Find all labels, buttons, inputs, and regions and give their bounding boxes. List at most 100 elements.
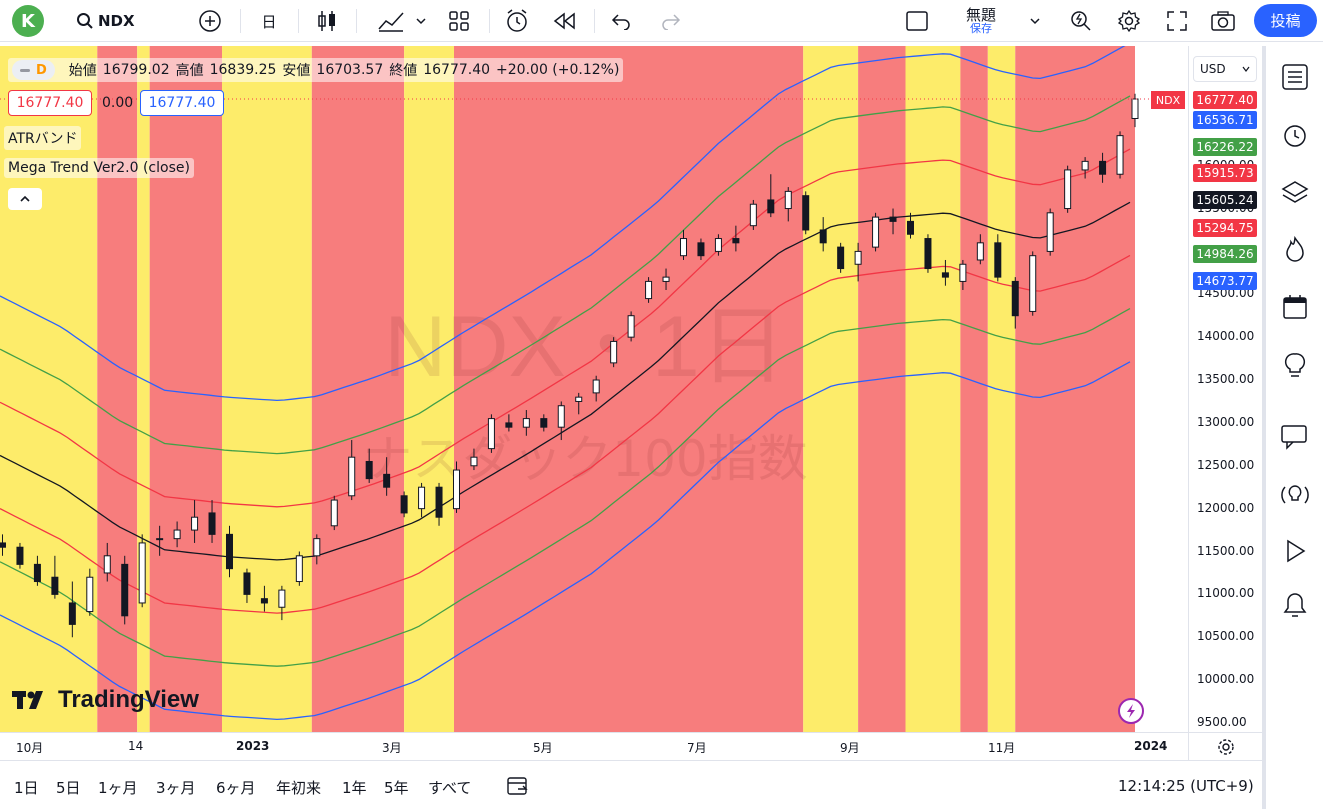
undo-button[interactable] [606,0,636,42]
watermark-symbol: NDX・1日 [384,299,785,395]
compare-button[interactable] [195,0,225,42]
alerts-button[interactable] [1278,118,1312,152]
chats-button[interactable] [1278,420,1312,454]
chart-pane[interactable]: NDX・1日 ナスダック100指数 D 始値 16799.02 高値 16839.2… [0,46,1188,732]
symbol-search-button[interactable]: NDX [76,0,138,42]
ticker-tag: NDX [1151,91,1185,109]
replay-button[interactable] [550,0,580,42]
watchlist-button[interactable] [1278,60,1312,94]
price-label: 14673.77 [1193,272,1257,290]
candle [470,448,478,471]
price-chart[interactable]: NDX・1日 ナスダック100指数 [0,46,1188,732]
range-button[interactable]: すべて [428,779,472,797]
price-tick: 12000.00 [1197,500,1255,515]
fire-icon [1286,235,1304,262]
candle [645,277,653,303]
user-avatar[interactable]: K [12,5,44,37]
candle [714,234,722,256]
range-button[interactable]: 1ヶ月 [98,779,138,797]
symbol-badge[interactable]: D [12,60,55,80]
object-tree-button[interactable] [1278,176,1312,210]
candle [1064,165,1072,213]
hotlists-button[interactable] [1278,232,1312,266]
range-button[interactable]: 年初来 [276,779,322,797]
time-axis[interactable]: 10月 14 2023 3月 5月 7月 9月 11月 2024 [0,732,1188,760]
snapshot-button[interactable] [1208,0,1238,42]
price-label: 16777.40 [1193,91,1257,109]
play-icon [1287,539,1306,563]
candle [121,555,129,625]
chart-type-button[interactable] [312,0,342,42]
chevron-down-icon [1242,66,1250,72]
candle [854,242,862,282]
indicator-atr-label[interactable]: ATRバンド [4,126,82,150]
range-button[interactable]: 1年 [342,779,367,797]
candle [679,229,687,260]
candle [1116,131,1124,179]
trend-zone-yellow [137,46,150,732]
price-tick: 10500.00 [1197,629,1255,644]
axis-settings-button[interactable] [1188,732,1262,760]
range-button[interactable]: 5日 [56,779,81,797]
chat-icon [1281,425,1307,450]
alert-button[interactable] [502,0,532,42]
tv-logo-text: TradingView [58,686,199,713]
multi-chart-button[interactable] [902,0,932,42]
layout-name-button[interactable]: 無題 保存 [950,0,1012,42]
range-button[interactable]: 6ヶ月 [216,779,256,797]
clock-display[interactable]: 12:14:25 (UTC+9) [1118,777,1254,795]
collapse-legend-button[interactable] [8,188,42,210]
ideas-button[interactable] [1278,348,1312,382]
range-button[interactable]: 1日 [14,779,39,797]
indicators-button[interactable] [372,0,432,42]
candle [994,234,1002,282]
low-value: 16703.57 [316,62,384,78]
calendar-button[interactable] [1278,290,1312,324]
time-tick: 10月 [16,741,44,755]
chevron-up-icon [20,195,30,202]
candle [418,482,426,518]
notifications-button[interactable] [1278,588,1312,622]
streams-button[interactable] [1278,478,1312,512]
candle [330,495,338,531]
range-button[interactable]: 5年 [384,779,409,797]
quick-search-button[interactable] [1066,0,1096,42]
price-label: 16536.71 [1193,111,1257,129]
fullscreen-button[interactable] [1162,0,1192,42]
spread-value: 0.00 [102,95,134,111]
layout-menu-button[interactable] [1024,0,1046,42]
range-button[interactable]: 3ヶ月 [156,779,196,797]
time-tick: 14 [128,739,144,753]
watermark-name: ナスダック100指数 [362,430,807,488]
interval-button[interactable]: 日 [261,12,277,31]
layouts-button[interactable] [444,0,474,42]
indicator-megatrend-label[interactable]: Mega Trend Ver2.0 (close) [4,158,194,178]
candle [592,375,600,402]
list-icon [1282,64,1308,90]
time-tick: 9月 [840,741,860,755]
go-to-date-button[interactable] [500,773,536,799]
publish-button[interactable]: 投稿 [1254,4,1317,37]
candle [208,500,216,543]
replay-sidebar-button[interactable] [1278,534,1312,568]
search-bolt-icon [1071,11,1091,31]
band-upper-blue [0,46,1126,402]
currency-select[interactable]: USD [1193,56,1257,82]
price-axis[interactable]: USD 16000.0015500.0015000.0014500.001400… [1151,46,1262,732]
lightning-button[interactable] [1118,698,1144,724]
save-label: 保存 [970,22,992,36]
candle [452,461,460,513]
redo-button[interactable] [656,0,686,42]
candle [959,259,967,290]
rewind-icon [553,12,575,30]
tradingview-logo[interactable]: TradingView [12,686,199,714]
time-tick: 3月 [382,741,402,755]
buy-price-box[interactable]: 16777.40 [140,90,224,116]
candle [33,555,41,586]
candle [191,500,199,543]
sell-price-box[interactable]: 16777.40 [8,90,92,116]
settings-button[interactable] [1114,0,1144,42]
bottom-toolbar: 1日 5日 1ヶ月 3ヶ月 6ヶ月 年初来 1年 5年 すべて 12:14:25 (UTC+9) [0,760,1262,809]
band-upper-red [0,148,1131,508]
candle [173,521,181,548]
